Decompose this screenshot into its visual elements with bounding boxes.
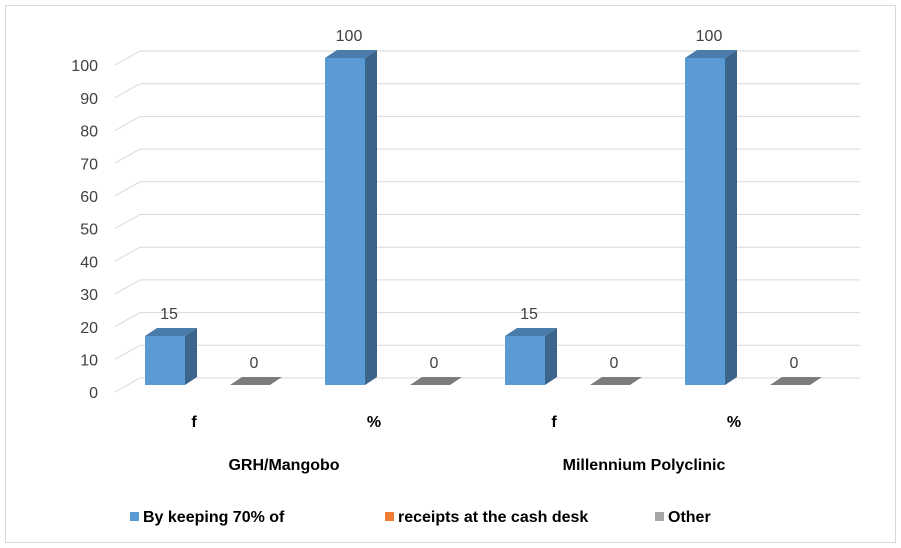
data-label: 100 — [696, 28, 723, 45]
legend-label: By keeping 70% of — [143, 509, 285, 526]
y-tick-label: 10 — [80, 353, 98, 370]
legend-label: receipts at the cash desk — [398, 509, 588, 526]
data-label: 15 — [520, 306, 538, 323]
bar-top — [590, 377, 642, 385]
x-tick-label: % — [367, 414, 381, 431]
y-tick-label: 80 — [80, 124, 98, 141]
x-tick-label: f — [191, 414, 197, 431]
data-label: 15 — [160, 306, 178, 323]
data-label: 0 — [430, 355, 439, 372]
group-label: Millennium Polyclinic — [563, 457, 726, 474]
grid-line — [114, 279, 860, 295]
group-label: GRH/Mangobo — [228, 457, 339, 474]
bar-top — [685, 50, 737, 58]
grid-line — [114, 115, 860, 131]
y-tick-label: 30 — [80, 287, 98, 304]
bar-front — [145, 335, 185, 385]
chart-border — [5, 5, 896, 543]
grid-line — [114, 312, 860, 328]
grid-line — [114, 181, 860, 197]
y-tick-label: 70 — [80, 156, 98, 173]
bar-side — [185, 327, 197, 385]
x-tick-label: f — [551, 414, 557, 431]
bar-top — [505, 327, 557, 336]
bar-top — [145, 327, 197, 336]
grid-line — [114, 344, 860, 360]
data-label: 0 — [790, 355, 799, 372]
bar-side — [725, 50, 737, 385]
bar-front — [325, 58, 365, 385]
y-tick-label: 100 — [71, 58, 98, 75]
y-tick-label: 90 — [80, 91, 98, 108]
legend-swatch — [655, 512, 664, 521]
bar-front — [505, 335, 545, 385]
grid-line — [114, 50, 860, 66]
data-label: 100 — [336, 28, 363, 45]
legend-label: Other — [668, 509, 711, 526]
bar-top — [230, 377, 282, 385]
bar-top — [770, 377, 822, 385]
grid-line — [114, 246, 860, 262]
y-tick-label: 50 — [80, 222, 98, 239]
y-tick-label: 0 — [89, 385, 98, 402]
bar-top — [410, 377, 462, 385]
data-label: 0 — [250, 355, 259, 372]
bar-top — [325, 50, 377, 58]
x-tick-label: % — [727, 414, 741, 431]
grid-line — [114, 148, 860, 164]
bar-front — [685, 58, 725, 385]
y-tick-label: 60 — [80, 189, 98, 206]
grid-line — [114, 83, 860, 99]
legend-swatch — [130, 512, 139, 521]
y-tick-label: 40 — [80, 254, 98, 271]
y-tick-label: 20 — [80, 320, 98, 337]
bar-side — [545, 327, 557, 385]
data-label: 0 — [610, 355, 619, 372]
bar-side — [365, 50, 377, 385]
legend-swatch — [385, 512, 394, 521]
grid-line — [114, 214, 860, 229]
